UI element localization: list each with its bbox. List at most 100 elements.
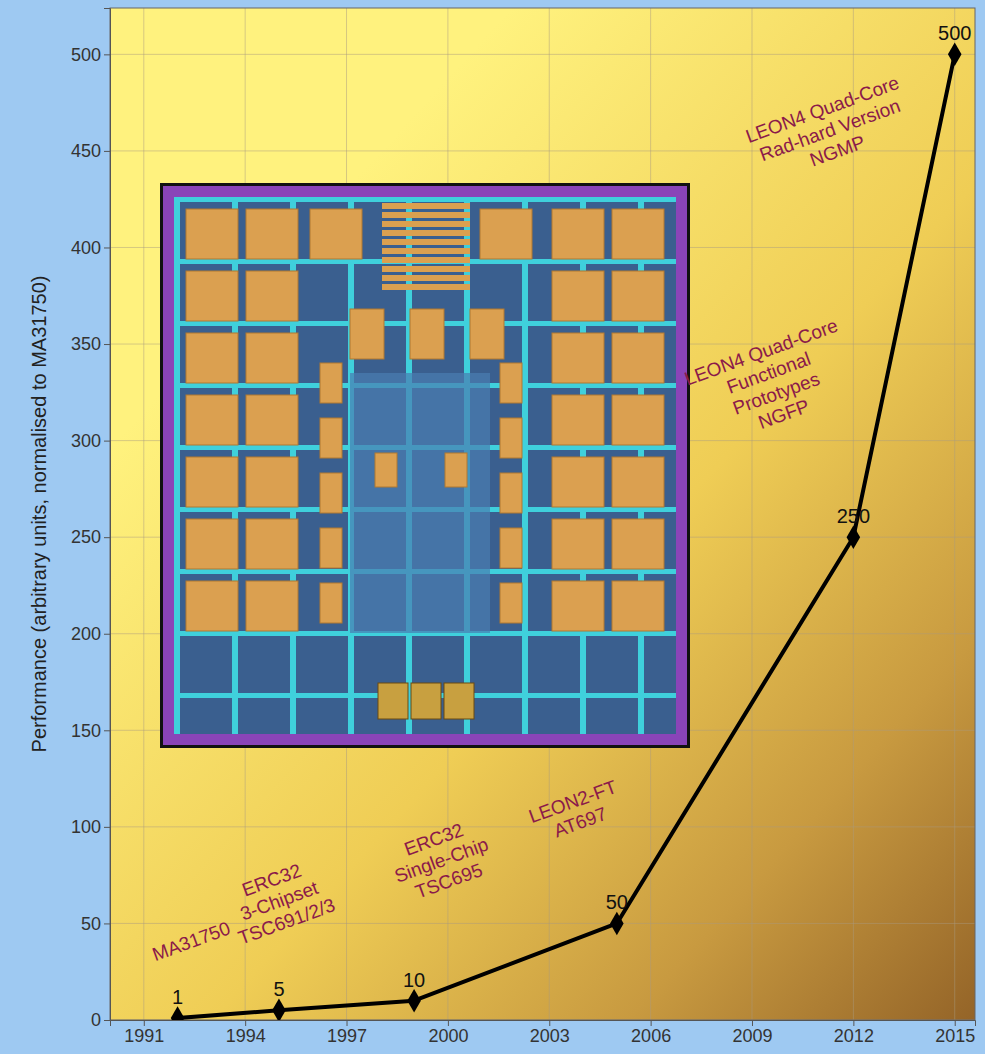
y-axis-title: Performance (arbitrary units, normalised… bbox=[28, 276, 50, 753]
series-marker bbox=[171, 1006, 185, 1020]
data-label: 1 bbox=[172, 986, 183, 1008]
die-logo bbox=[411, 683, 441, 719]
y-tick-mark bbox=[104, 344, 110, 345]
plot-background bbox=[110, 8, 975, 1020]
annotations: MA31750ERC323-ChipsetTSC691/2/3ERC32Sing… bbox=[149, 72, 916, 965]
y-grid-line bbox=[110, 826, 975, 827]
die-stripe bbox=[382, 248, 470, 254]
y-tick-label: 500 bbox=[71, 45, 101, 65]
die-block bbox=[445, 453, 467, 487]
die-stripe bbox=[382, 203, 470, 209]
y-tick-mark bbox=[104, 827, 110, 828]
series-marker bbox=[272, 999, 286, 1020]
series-marker bbox=[948, 43, 962, 67]
die-channel bbox=[174, 197, 180, 734]
y-tick: 150 bbox=[71, 721, 110, 741]
x-tick: 1994 bbox=[226, 1020, 266, 1046]
y-tick: 50 bbox=[81, 914, 110, 934]
die-memory bbox=[382, 203, 470, 290]
die-block bbox=[186, 519, 238, 569]
x-axis: 199119941997200020032006200920122015 bbox=[111, 1020, 976, 1046]
y-tick-mark bbox=[104, 441, 110, 442]
die-block bbox=[186, 209, 238, 259]
annotation-line: TSC695 bbox=[412, 859, 485, 903]
die-block bbox=[320, 363, 342, 403]
x-tick: 2012 bbox=[834, 1020, 874, 1046]
y-tick-mark bbox=[104, 54, 110, 55]
y-tick-label: 400 bbox=[71, 238, 101, 258]
series-marker bbox=[847, 525, 861, 549]
y-tick-label: 50 bbox=[81, 914, 101, 934]
y-tick-label: 350 bbox=[71, 334, 101, 354]
die-block bbox=[500, 528, 522, 568]
y-tick: 500 bbox=[71, 45, 110, 65]
data-label: 5 bbox=[273, 978, 284, 1000]
chart-svg: 1991199419972000200320062009201220150501… bbox=[0, 0, 985, 1054]
x-tick-label: 1997 bbox=[327, 1026, 367, 1046]
x-tick-label: 2003 bbox=[530, 1026, 570, 1046]
annotation: LEON2-FTAT697 bbox=[526, 776, 627, 848]
die-block bbox=[500, 583, 522, 623]
die-block bbox=[612, 457, 664, 507]
die-block bbox=[470, 309, 504, 359]
die-block bbox=[320, 473, 342, 513]
die-channel bbox=[174, 197, 676, 202]
x-tick: 1991 bbox=[124, 1020, 164, 1046]
die-block bbox=[552, 395, 604, 445]
annotation: LEON4 Quad-CoreRad-hard VersionNGMP bbox=[743, 72, 917, 188]
die-block bbox=[500, 363, 522, 403]
y-tick-label: 150 bbox=[71, 721, 101, 741]
die-block bbox=[480, 209, 532, 259]
y-tick-mark bbox=[104, 730, 110, 731]
y-tick: 0 bbox=[91, 1010, 110, 1030]
y-tick-mark bbox=[104, 1020, 110, 1021]
annotation: ERC32Single-ChipTSC695 bbox=[384, 813, 499, 908]
annotation-line: NGFP bbox=[755, 395, 812, 433]
y-tick-label: 0 bbox=[91, 1010, 101, 1030]
x-tick-label: 2006 bbox=[631, 1026, 671, 1046]
die-logic bbox=[350, 373, 490, 633]
die-stripe bbox=[382, 230, 470, 236]
annotation: MA31750 bbox=[149, 918, 233, 966]
die-block bbox=[246, 519, 298, 569]
die-block bbox=[246, 457, 298, 507]
die-block bbox=[320, 583, 342, 623]
x-tick-label: 1991 bbox=[124, 1026, 164, 1046]
x-tick: 2003 bbox=[530, 1020, 570, 1046]
die-block bbox=[320, 418, 342, 458]
die-block bbox=[612, 333, 664, 383]
die-block bbox=[246, 395, 298, 445]
y-axis-line bbox=[104, 9, 111, 1021]
die-block bbox=[310, 209, 362, 259]
y-tick-label: 300 bbox=[71, 431, 101, 451]
die-block bbox=[246, 581, 298, 631]
die-block bbox=[186, 581, 238, 631]
die-block bbox=[246, 209, 298, 259]
y-tick: 450 bbox=[71, 141, 110, 161]
die-block bbox=[552, 457, 604, 507]
die-block bbox=[552, 519, 604, 569]
series-marker bbox=[610, 912, 624, 936]
annotation-line: AT697 bbox=[551, 803, 609, 841]
x-grid-line bbox=[751, 8, 752, 1020]
x-grid-line bbox=[143, 8, 144, 1020]
die-block bbox=[612, 519, 664, 569]
die-block bbox=[612, 209, 664, 259]
y-axis: 050100150200250300350400450500 bbox=[71, 9, 111, 1031]
die-logo bbox=[444, 683, 474, 719]
die-block bbox=[246, 333, 298, 383]
die-core bbox=[174, 197, 676, 734]
die-stripe bbox=[382, 257, 470, 263]
y-tick: 100 bbox=[71, 817, 110, 837]
annotation-line: MA31750 bbox=[149, 918, 233, 966]
die-stripe bbox=[382, 221, 470, 227]
annotation-line: NGMP bbox=[807, 131, 868, 170]
die-block bbox=[350, 309, 384, 359]
die-photo bbox=[160, 183, 690, 748]
data-labels: 151050250500 bbox=[172, 22, 971, 1008]
die-block bbox=[500, 418, 522, 458]
data-label: 500 bbox=[938, 22, 971, 44]
die-block bbox=[612, 581, 664, 631]
x-tick: 1997 bbox=[327, 1020, 367, 1046]
y-tick-label: 200 bbox=[71, 624, 101, 644]
